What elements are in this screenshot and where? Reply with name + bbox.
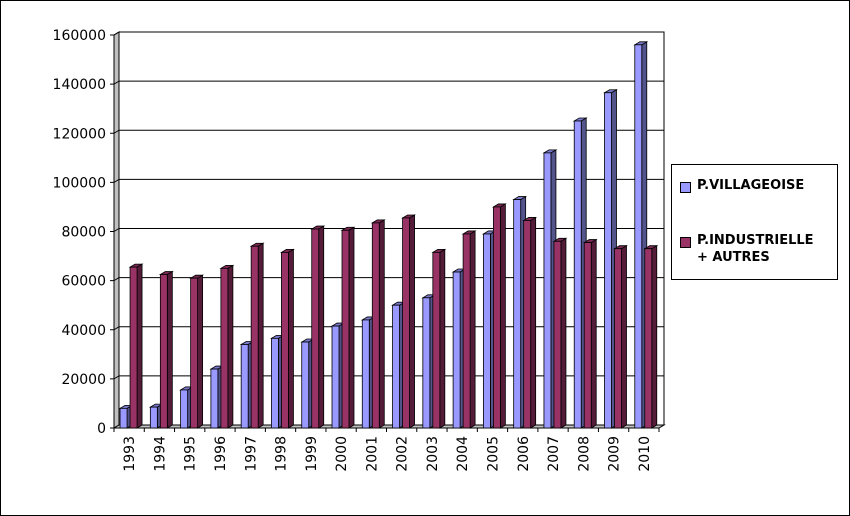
bar <box>281 251 289 429</box>
bar-side <box>136 263 143 429</box>
bar-side <box>590 238 597 429</box>
bar <box>271 337 279 429</box>
bar <box>220 267 229 429</box>
bar-side <box>227 264 234 429</box>
y-tick-label: 20000 <box>61 372 106 388</box>
legend-swatch-series-1 <box>680 182 691 193</box>
x-tick-label: 2010 <box>637 436 653 472</box>
bar-side <box>499 203 506 429</box>
gridline-wall <box>113 375 120 380</box>
y-tick-label: 60000 <box>61 274 106 290</box>
y-tick-label: 100000 <box>53 175 106 191</box>
bar <box>614 248 622 429</box>
bar <box>301 341 310 429</box>
bar-side <box>318 225 325 429</box>
bar-side <box>257 242 264 429</box>
x-tick-label: 1994 <box>152 436 168 472</box>
y-tick-label: 160000 <box>53 28 106 44</box>
x-tick-label: 1996 <box>213 436 229 472</box>
bar <box>452 271 461 429</box>
bar <box>644 248 653 429</box>
bar <box>462 233 471 429</box>
gridline-wall <box>113 129 120 134</box>
bar-side <box>348 226 355 429</box>
gridline-wall <box>113 80 120 85</box>
x-tick-label: 2002 <box>395 436 411 472</box>
x-tick-label: 1993 <box>122 436 138 472</box>
x-tick-label: 2000 <box>334 436 350 472</box>
gridline-wall <box>113 326 120 331</box>
legend-label-series-2: P.INDUSTRIELLE + AUTRES <box>697 233 814 265</box>
gridline-wall <box>113 228 120 232</box>
bar <box>492 206 501 429</box>
bar-side <box>197 274 204 429</box>
bar <box>331 325 340 429</box>
legend-swatch-series-2 <box>680 237 691 248</box>
bar <box>159 274 168 429</box>
chart-legend: P.VILLAGEOISE P.INDUSTRIELLE + AUTRES <box>671 164 838 280</box>
bar-side <box>560 237 567 429</box>
x-tick-label: 2005 <box>485 436 501 472</box>
gridline-wall <box>113 31 120 36</box>
x-tick-label: 1998 <box>274 436 290 472</box>
bar <box>149 406 158 429</box>
bar <box>371 222 380 429</box>
bar-side <box>439 248 446 429</box>
x-tick-label: 2008 <box>576 436 592 472</box>
bar <box>129 266 138 429</box>
bar-side <box>409 214 415 429</box>
y-tick-label: 80000 <box>61 225 106 241</box>
x-tick-label: 2009 <box>607 436 623 472</box>
bar <box>523 220 532 429</box>
y-tick-label: 0 <box>97 421 106 437</box>
gridline-wall <box>113 178 120 183</box>
bar-side <box>166 270 173 429</box>
bar <box>573 120 582 429</box>
bar-side <box>530 216 537 429</box>
y-tick-label: 40000 <box>61 323 106 339</box>
bar-side <box>651 244 658 429</box>
bar-side <box>378 219 385 429</box>
x-tick-label: 2004 <box>455 436 471 472</box>
y-tick-label: 120000 <box>53 126 106 142</box>
bar <box>513 199 522 429</box>
bar <box>240 344 249 429</box>
bar <box>553 240 562 429</box>
x-tick-label: 2003 <box>425 436 441 472</box>
bar <box>190 277 199 429</box>
bar <box>180 389 189 429</box>
bar <box>250 245 259 429</box>
bar <box>432 251 441 429</box>
legend-item-series-1: P.VILLAGEOISE <box>680 177 804 194</box>
bar <box>543 152 552 429</box>
bar <box>422 297 431 429</box>
bar-side <box>469 230 476 429</box>
legend-item-series-2: P.INDUSTRIELLE + AUTRES <box>680 232 814 266</box>
gridline-wall <box>113 277 120 282</box>
bar <box>311 228 320 429</box>
x-tick-label: 2007 <box>546 436 562 472</box>
bar <box>634 44 643 429</box>
x-tick-label: 1995 <box>183 436 199 472</box>
x-tick-label: 2006 <box>516 436 532 472</box>
bar-side <box>288 248 294 429</box>
x-tick-label: 1997 <box>243 436 259 472</box>
bar-side <box>621 244 627 429</box>
bar <box>361 319 370 429</box>
bar <box>402 217 410 429</box>
bar <box>604 92 612 429</box>
bar <box>392 304 400 429</box>
bar <box>482 233 491 429</box>
bar <box>341 229 350 429</box>
legend-label-series-1: P.VILLAGEOISE <box>697 178 805 193</box>
x-tick-label: 1999 <box>304 436 320 472</box>
x-tick-label: 2001 <box>364 436 380 472</box>
bar <box>210 368 219 429</box>
bar <box>119 407 128 429</box>
bar <box>583 242 592 429</box>
y-tick-label: 140000 <box>53 77 106 93</box>
